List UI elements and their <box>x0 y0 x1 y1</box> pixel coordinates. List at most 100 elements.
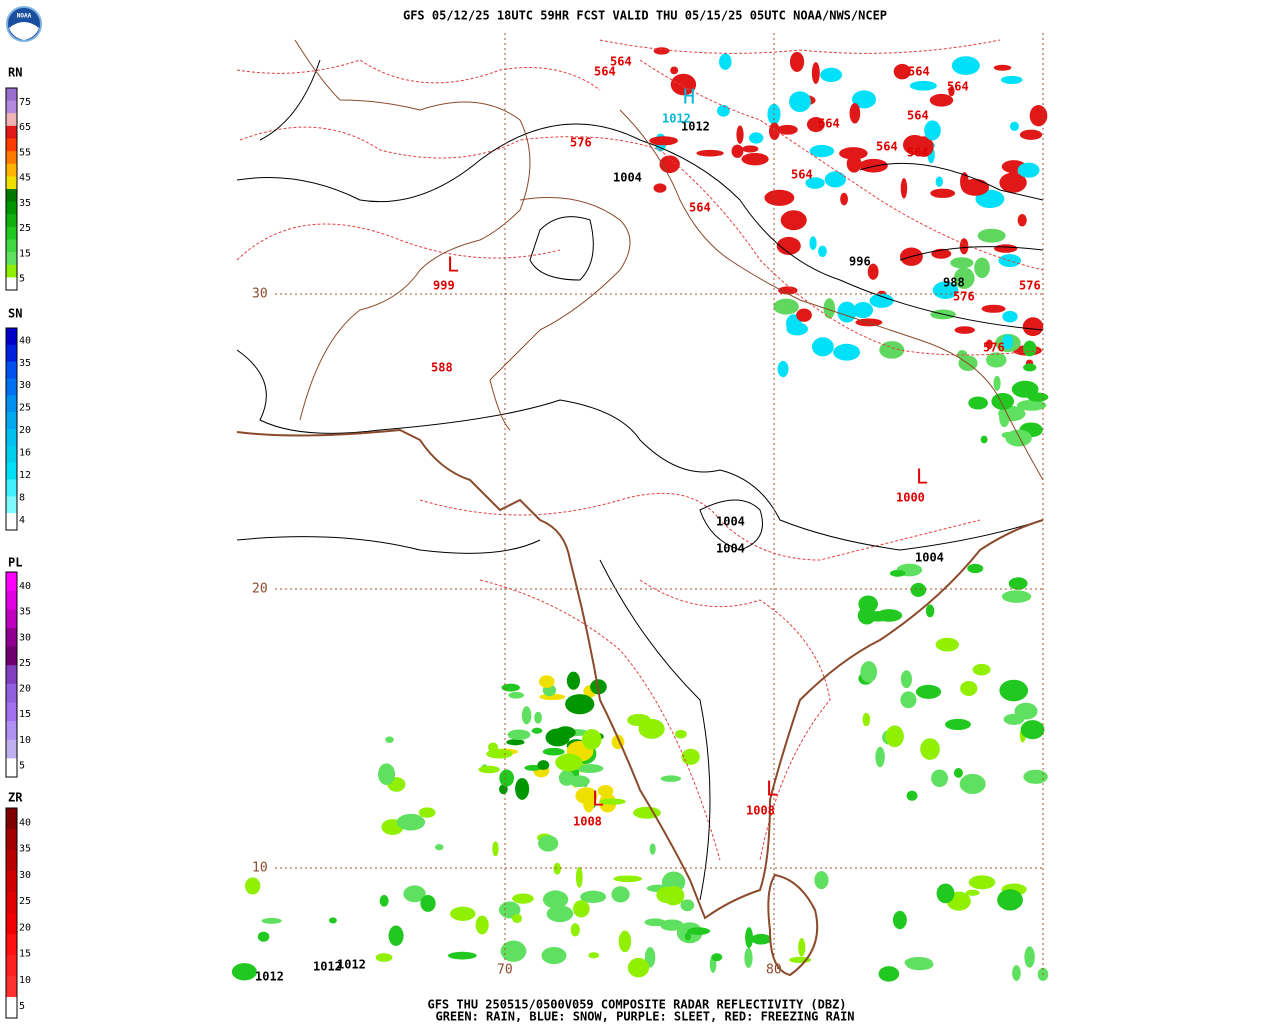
precip-cell <box>244 877 261 895</box>
precip-cell <box>649 843 656 855</box>
precip-cell <box>925 604 935 618</box>
precip-cell <box>403 885 426 903</box>
precip-cell <box>531 727 543 734</box>
contour-label: 1012 <box>662 112 691 126</box>
precip-cell <box>435 843 444 851</box>
precip-cell <box>670 66 679 75</box>
precip-cell <box>478 765 500 774</box>
precip-cell <box>818 245 827 257</box>
precip-cell <box>542 747 565 756</box>
precip-cell <box>935 637 959 652</box>
precip-cell <box>1027 392 1049 402</box>
contour-label: 1008 <box>746 804 775 818</box>
precip-cell <box>840 192 848 206</box>
precip-cell <box>499 769 515 787</box>
precip-cell <box>833 343 861 361</box>
precip-cell <box>920 738 940 760</box>
legend-swatch <box>6 151 17 165</box>
precip-cell <box>902 134 927 155</box>
precip-cell <box>751 933 772 945</box>
precip-cell <box>993 64 1012 71</box>
low-marker: L <box>916 465 928 489</box>
precip-cell <box>553 862 561 875</box>
legend-swatch <box>6 997 17 1019</box>
precip-cell <box>1023 769 1048 784</box>
precip-cell <box>1016 399 1047 411</box>
legend-swatch <box>6 201 17 215</box>
precip-cell <box>379 894 389 907</box>
precip-cell <box>537 760 550 771</box>
precip-cell <box>512 913 523 924</box>
legend-swatch <box>6 252 17 266</box>
precip-cell <box>538 835 559 852</box>
legend-swatch <box>6 277 17 291</box>
precip-cell <box>1023 363 1037 372</box>
precip-cell <box>744 947 753 968</box>
precip-cell <box>611 886 630 903</box>
contour-label: 1012 <box>681 120 710 134</box>
precip-cell <box>1029 105 1048 127</box>
precip-cell <box>953 768 963 778</box>
legend-tick: 10 <box>19 975 31 986</box>
contour-label: 564 <box>907 146 929 160</box>
legend-swatch <box>6 955 17 977</box>
precip-cell <box>745 927 754 949</box>
precip-cell <box>512 893 534 904</box>
precip-cell <box>773 298 799 315</box>
precip-cell <box>507 729 531 740</box>
precip-cell <box>656 886 677 904</box>
legend-swatch <box>6 189 17 203</box>
precip-cell <box>538 675 555 688</box>
legend-tick: 30 <box>19 380 31 391</box>
contour-label: 564 <box>876 140 898 154</box>
precip-cell <box>627 713 651 727</box>
legend-swatch <box>6 462 17 480</box>
precip-cell <box>839 147 868 160</box>
precip-cell <box>846 154 862 173</box>
precip-cell <box>731 144 744 158</box>
precip-cell <box>961 178 990 196</box>
precip-cell <box>378 763 396 786</box>
precip-cell <box>959 238 969 255</box>
precip-cell <box>936 883 955 904</box>
precip-cell <box>711 953 723 962</box>
precip-cell <box>1000 75 1023 85</box>
precip-cell <box>906 790 918 801</box>
legend-tick: 5 <box>19 760 25 771</box>
precip-cell <box>1019 129 1043 140</box>
precip-cell <box>778 286 798 295</box>
legend-swatch <box>6 739 17 759</box>
legend-tick: 5 <box>19 274 25 285</box>
precip-cell <box>385 736 394 743</box>
legend-tick: 15 <box>19 949 31 960</box>
precip-cell <box>805 177 825 189</box>
precip-cell <box>892 910 907 930</box>
precip-cell <box>814 871 829 890</box>
contour-label: 1012 <box>255 970 284 984</box>
precip-cell <box>780 210 807 231</box>
legend-swatch <box>6 113 17 127</box>
precip-cell <box>935 176 944 187</box>
precip-cell <box>570 923 580 937</box>
precip-cell <box>558 770 575 786</box>
legend-title: SN <box>8 307 22 321</box>
precip-cell <box>776 236 801 255</box>
legend-swatch <box>6 665 17 685</box>
precip-cell <box>959 773 986 794</box>
precip-cell <box>492 841 499 857</box>
legend-tick: 55 <box>19 147 31 158</box>
precip-cell <box>857 606 876 625</box>
precip-cell <box>1022 317 1044 337</box>
precip-cell <box>660 919 684 931</box>
legend-swatch <box>6 513 17 531</box>
pressure-contours <box>236 59 1044 901</box>
precip-cell <box>879 341 905 359</box>
precip-cell <box>582 791 595 813</box>
precip-cell <box>1003 713 1025 725</box>
legend-swatch <box>6 892 17 914</box>
precip-cell <box>910 582 927 597</box>
longitude-label: 70 <box>497 963 513 978</box>
precip-cell <box>508 691 525 699</box>
precip-cell <box>653 183 667 193</box>
